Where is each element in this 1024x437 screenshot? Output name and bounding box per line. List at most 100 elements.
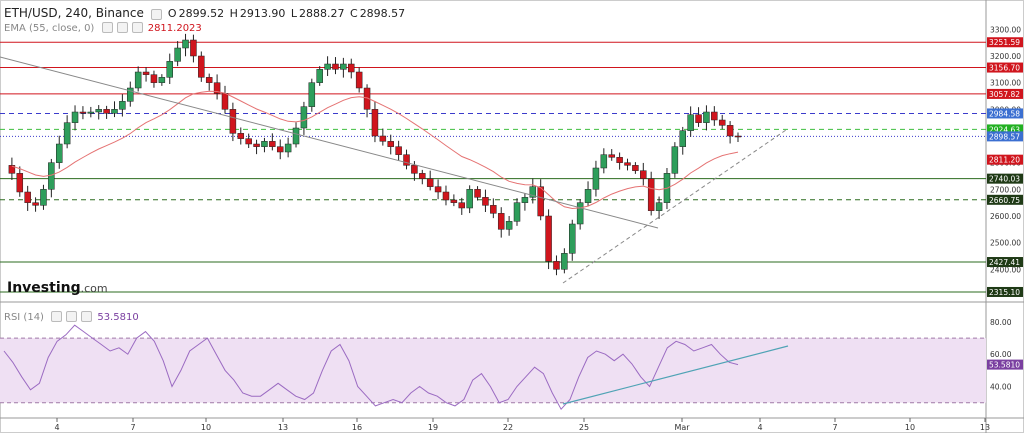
candle-body xyxy=(632,165,639,171)
ema-legend: EMA (55, close, 0) 2811.2023 xyxy=(4,22,204,34)
candle-body xyxy=(576,202,584,225)
candle-body xyxy=(340,63,347,70)
x-tick-label: 10 xyxy=(201,423,211,432)
level-tag xyxy=(987,88,1023,99)
candle-body xyxy=(726,125,734,137)
candle-body xyxy=(387,141,394,147)
candle-body xyxy=(671,146,679,174)
candle-body xyxy=(119,101,126,110)
x-tick-label: Mar xyxy=(674,423,690,432)
candle-body xyxy=(395,146,402,155)
ema-value: 2811.2023 xyxy=(147,22,202,34)
price-tick-label: 2400.00 xyxy=(990,265,1021,274)
x-tick-label: 7 xyxy=(130,423,135,432)
candle-body xyxy=(679,130,687,147)
x-tick-label: 13 xyxy=(278,423,288,432)
rsi-value: 53.5810 xyxy=(97,311,139,323)
level-tag-label: 2984.58 xyxy=(989,109,1020,118)
candle-body xyxy=(32,202,39,206)
x-tick-label: 22 xyxy=(503,423,513,432)
candle-body xyxy=(134,71,142,89)
close-label: C xyxy=(350,7,358,20)
candle-body xyxy=(687,114,694,131)
settings-icon[interactable] xyxy=(116,22,128,33)
candle-body xyxy=(16,173,24,193)
price-tick-label: 3300.00 xyxy=(990,25,1021,34)
level-tag xyxy=(987,257,1023,268)
candle-body xyxy=(55,143,63,163)
candle-body xyxy=(474,189,481,198)
candle-body xyxy=(324,63,331,70)
x-tick-label: 16 xyxy=(352,423,362,432)
candle-body xyxy=(482,197,489,206)
candle-body xyxy=(466,189,473,209)
candle-body xyxy=(198,55,205,78)
candle-body xyxy=(8,165,16,174)
candle-body xyxy=(403,154,410,166)
low-label: L xyxy=(290,7,297,20)
candle-body xyxy=(379,135,387,142)
x-tick-label: 4 xyxy=(54,423,59,432)
x-tick-label: 19 xyxy=(428,423,438,432)
candle-body xyxy=(450,199,458,203)
candle-body xyxy=(150,74,158,83)
open-value: 2899.52 xyxy=(178,7,225,20)
candle-body xyxy=(245,138,252,145)
settings-icon[interactable] xyxy=(151,8,163,20)
candle-body xyxy=(190,39,197,57)
candle-body xyxy=(521,197,529,203)
settings-icon[interactable] xyxy=(66,311,78,322)
candle-body xyxy=(205,77,213,83)
candle-body xyxy=(292,127,300,145)
candle-body xyxy=(442,191,450,201)
rsi-line xyxy=(3,324,739,411)
candle-body xyxy=(513,202,521,222)
candle-body xyxy=(253,143,260,147)
candle-body xyxy=(624,162,631,166)
candle-body xyxy=(332,63,339,70)
candle-body xyxy=(221,93,229,110)
candle-body xyxy=(553,261,560,270)
candle-body xyxy=(24,191,31,203)
level-tag-label: 2427.41 xyxy=(989,258,1020,267)
open-label: O xyxy=(167,7,177,20)
candle-body xyxy=(718,119,726,126)
close-icon[interactable] xyxy=(131,22,143,33)
level-tag-label: 2924.63 xyxy=(989,125,1020,134)
level-tag-label: 2811.20 xyxy=(989,156,1020,165)
level-tag xyxy=(987,124,1023,135)
candle-body xyxy=(174,47,181,62)
candle-body xyxy=(40,189,47,206)
candle-body xyxy=(703,111,710,123)
close-value: 2898.57 xyxy=(359,7,406,20)
candle-body xyxy=(647,178,655,211)
candle-body xyxy=(284,143,292,153)
rsi-label: RSI (14) xyxy=(4,311,44,323)
candle-body xyxy=(48,162,55,190)
level-tag-label: 2898.57 xyxy=(989,132,1020,141)
close-icon[interactable] xyxy=(81,311,93,322)
descending-trendline xyxy=(0,56,659,229)
eye-icon[interactable] xyxy=(101,22,113,33)
level-tag xyxy=(987,194,1023,205)
x-tick-label: 25 xyxy=(579,423,589,432)
x-tick-label: 4 xyxy=(757,423,762,432)
level-tag xyxy=(987,37,1023,48)
candle-body xyxy=(127,87,134,102)
eye-icon[interactable] xyxy=(51,311,63,322)
candle-body xyxy=(276,146,284,153)
logo-brand: Investing xyxy=(7,280,81,296)
candle-body xyxy=(261,141,268,147)
candle-body xyxy=(166,61,173,78)
candle-body xyxy=(616,157,623,163)
candle-body xyxy=(71,111,79,123)
chart-header: ETH/USD, 240, Binance O 2899.52 H 2913.90 … xyxy=(4,6,407,20)
candle-body xyxy=(561,253,568,270)
candle-body xyxy=(300,106,308,129)
price-tick-label: 2500.00 xyxy=(990,239,1021,248)
level-tag-label: 2315.10 xyxy=(989,288,1020,297)
ema-line xyxy=(11,90,739,210)
logo-suffix: .com xyxy=(80,282,108,295)
candle-body xyxy=(505,221,513,230)
